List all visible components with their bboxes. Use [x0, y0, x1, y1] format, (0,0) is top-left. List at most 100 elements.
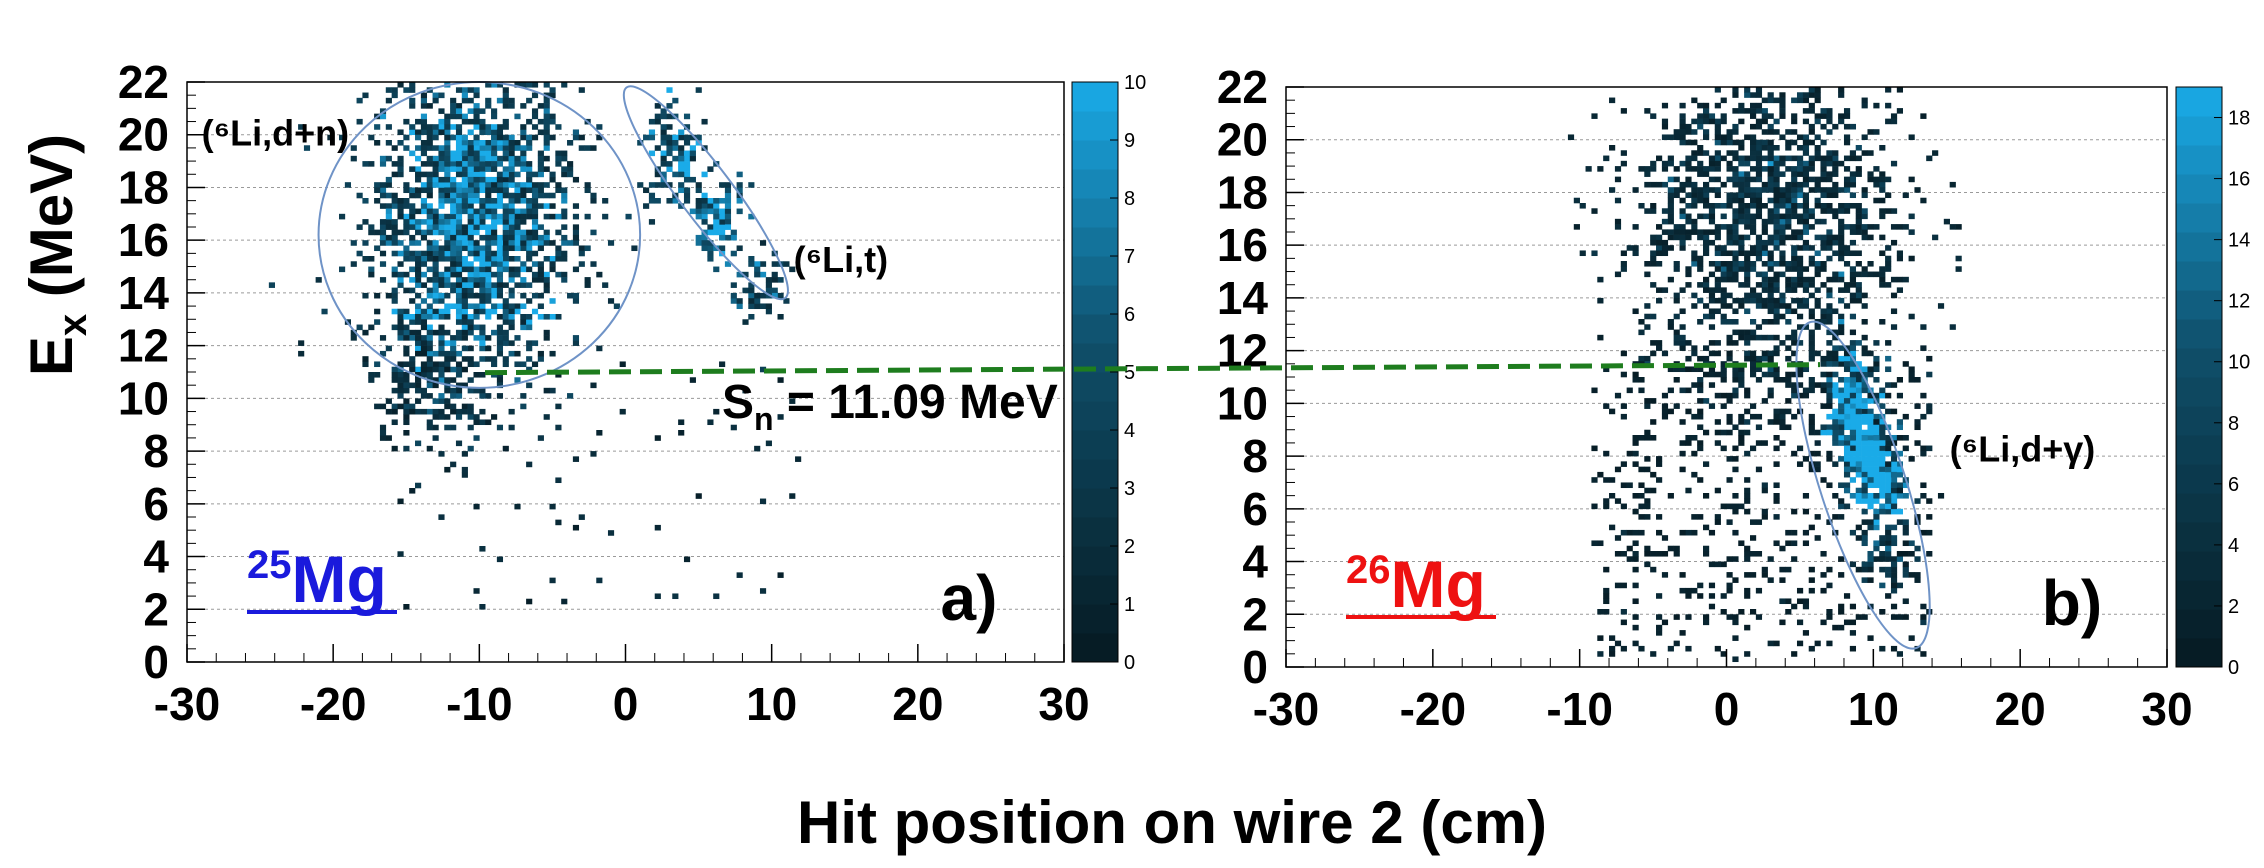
- heatmap-cell: [450, 187, 457, 194]
- heatmap-cell: [461, 451, 468, 457]
- heatmap-cell: [1867, 408, 1874, 415]
- heatmap-cell: [467, 182, 474, 188]
- heatmap-cell: [678, 134, 685, 141]
- heatmap-cell: [1667, 187, 1674, 193]
- heatmap-cell: [1843, 487, 1851, 494]
- heatmap-cell: [1714, 234, 1721, 241]
- heatmap-cell: [438, 366, 445, 373]
- heatmap-cell: [1791, 382, 1798, 388]
- heatmap-cell: [1861, 482, 1868, 489]
- heatmap-cell: [461, 256, 468, 262]
- heatmap-cell: [1609, 524, 1616, 531]
- heatmap-cell: [1726, 519, 1733, 525]
- heatmap-cell: [1896, 482, 1903, 489]
- heatmap-cell: [683, 187, 691, 194]
- heatmap-cell: [1861, 493, 1868, 499]
- heatmap-cell: [1656, 551, 1663, 557]
- heatmap-cell: [426, 393, 433, 399]
- heatmap-cell: [1902, 192, 1909, 199]
- heatmap-cell: [1879, 503, 1886, 510]
- heatmap-cell: [695, 240, 702, 246]
- heatmap-cell: [1673, 366, 1680, 373]
- palette-tick-label: 6: [1124, 304, 1135, 326]
- heatmap-cell: [1796, 181, 1804, 188]
- heatmap-cell: [415, 256, 422, 262]
- heatmap-cell: [1855, 424, 1862, 431]
- heatmap-cell: [1890, 572, 1898, 578]
- heatmap-cell: [514, 145, 521, 151]
- heatmap-cell: [496, 145, 504, 151]
- heatmap-cell: [1650, 255, 1657, 262]
- heatmap-cell: [1879, 213, 1886, 220]
- heatmap-cell: [1802, 239, 1810, 246]
- heatmap-cell: [1749, 297, 1757, 304]
- heatmap-cell: [1890, 382, 1898, 388]
- heatmap-cell: [479, 245, 486, 252]
- heatmap-cell: [1832, 361, 1839, 367]
- heatmap-cell: [426, 250, 433, 257]
- heatmap-cell: [1720, 297, 1727, 304]
- heatmap-cell: [1849, 250, 1857, 257]
- heatmap-cell: [572, 176, 580, 183]
- heatmap-cell: [1773, 461, 1780, 467]
- heatmap-cell: [403, 271, 410, 278]
- y-tick-label: 16: [118, 214, 169, 266]
- heatmap-cell: [1814, 324, 1821, 330]
- heatmap-cell: [520, 213, 527, 220]
- heatmap-cell: [1749, 287, 1757, 293]
- heatmap-cell: [438, 308, 445, 315]
- heatmap-cell: [496, 140, 504, 146]
- heatmap-cell: [1773, 413, 1780, 420]
- heatmap-cell: [415, 319, 422, 325]
- heatmap-cell: [549, 213, 556, 220]
- heatmap-cell: [1849, 229, 1857, 235]
- heatmap-cell: [432, 350, 439, 357]
- heatmap-cell: [1826, 129, 1833, 135]
- heatmap-cell: [1908, 176, 1915, 183]
- heatmap-cell: [514, 224, 521, 230]
- heatmap-cell: [1920, 413, 1927, 420]
- heatmap-cell: [1755, 614, 1763, 620]
- heatmap-cell: [1890, 471, 1898, 478]
- heatmap-cell: [1832, 624, 1839, 631]
- heatmap-cell: [754, 292, 761, 299]
- heatmap-cell: [660, 161, 667, 167]
- heatmap-cell: [391, 445, 398, 452]
- heatmap-cell: [1620, 108, 1627, 114]
- heatmap-cell: [420, 250, 428, 257]
- heatmap-cell: [1808, 276, 1815, 283]
- heatmap-cell: [1679, 572, 1686, 578]
- panel-b-x-ticks: -30 -20 -10 0 10 20 30: [1253, 649, 2193, 735]
- heatmap-cell: [491, 329, 498, 336]
- heatmap-cell: [432, 282, 439, 288]
- heatmap-cell: [1720, 271, 1727, 278]
- palette-band: [2176, 609, 2222, 639]
- heatmap-cell: [391, 403, 398, 410]
- heatmap-cell: [1744, 556, 1751, 562]
- heatmap-cell: [1855, 566, 1862, 573]
- heatmap-cell: [1726, 477, 1733, 483]
- heatmap-cell: [1796, 303, 1804, 309]
- heatmap-cell: [1749, 155, 1757, 162]
- heatmap-cell: [479, 145, 486, 151]
- heatmap-cell: [1761, 166, 1768, 172]
- heatmap-cell: [1914, 403, 1921, 409]
- heatmap-cell: [1667, 545, 1674, 552]
- heatmap-cell: [590, 451, 597, 457]
- heatmap-cell: [1773, 319, 1780, 325]
- heatmap-cell: [467, 361, 474, 368]
- heatmap-cell: [1879, 250, 1886, 257]
- heatmap-cell: [1761, 224, 1768, 230]
- heatmap-cell: [526, 198, 533, 204]
- heatmap-cell: [1685, 213, 1692, 220]
- heatmap-cell: [1779, 255, 1786, 262]
- heatmap-cell: [1902, 493, 1909, 499]
- heatmap-cell: [450, 229, 457, 236]
- heatmap-cell: [502, 171, 509, 178]
- heatmap-cell: [1820, 371, 1827, 378]
- heatmap-cell: [1791, 229, 1798, 235]
- heatmap-cell: [420, 361, 428, 368]
- heatmap-cell: [1749, 366, 1757, 373]
- heatmap-cell: [1808, 308, 1815, 315]
